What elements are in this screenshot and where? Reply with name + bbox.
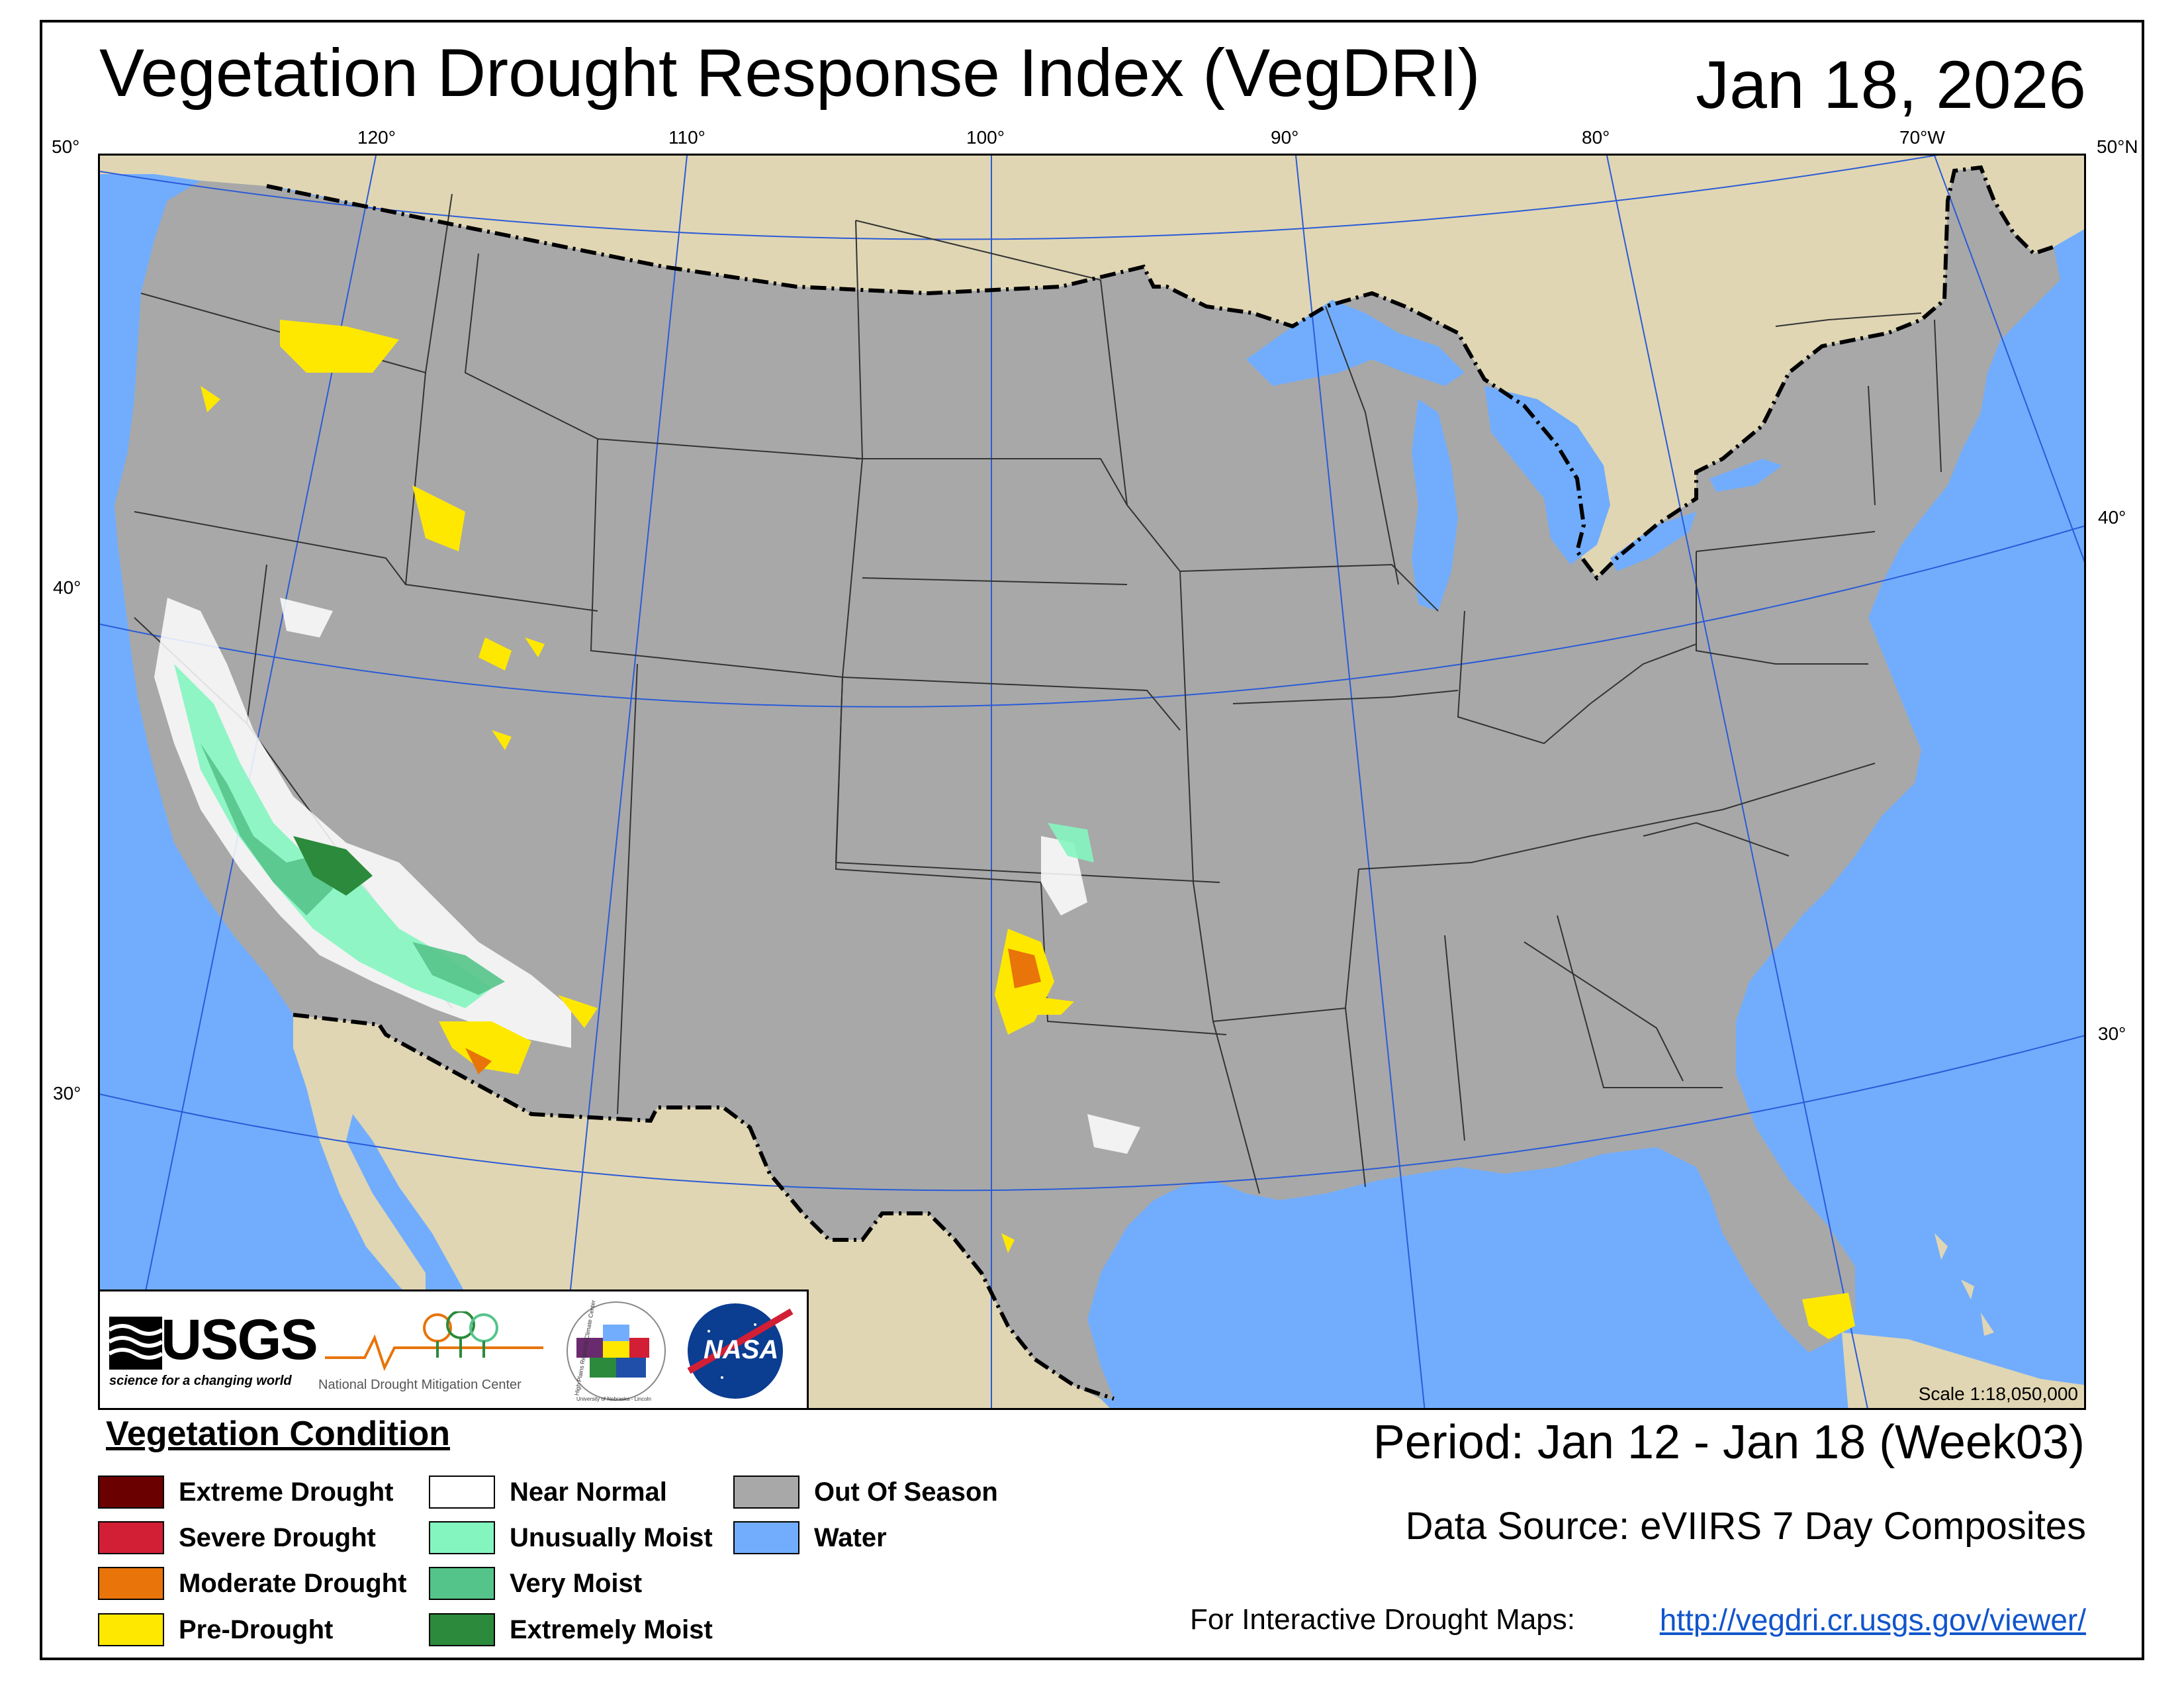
legend-item-water: Water [733,1521,887,1555]
cuba-land [1842,1333,2084,1408]
legend-item-out-of-season: Out Of Season [733,1475,998,1509]
legend-label: Extremely Moist [510,1615,713,1644]
usgs-name: USGS [161,1308,318,1372]
legend-swatch [98,1521,164,1554]
map-scale: Scale 1:18,050,000 [1918,1383,2078,1404]
logo-panel: USGS science for a changing world Nation… [98,1289,809,1410]
graticule-lines [100,156,2084,1408]
legend-swatch [429,1521,495,1554]
legend-item-extreme-drought: Extreme Drought [98,1475,394,1509]
period-text: Period: Jan 12 - Jan 18 (Week03) [1373,1416,2085,1469]
legend-label: Near Normal [510,1477,667,1507]
legend-label: Unusually Moist [510,1523,713,1552]
legend-title: Vegetation Condition [106,1415,450,1453]
lat-label-right-30: 30° [2098,1023,2126,1044]
legend-label: Water [814,1523,887,1552]
legend-label: Very Moist [510,1568,643,1598]
interactive-maps-link[interactable]: http://vegdri.cr.usgs.gov/viewer/ [1659,1603,2086,1637]
bahamas-land [1934,1233,1994,1336]
hprcc-map-icon [567,1301,666,1401]
legend-swatch [429,1613,495,1646]
lake-erie [1610,512,1696,571]
legend-swatch [98,1476,164,1509]
ndmc-tree-icon [325,1311,543,1371]
map-frame [40,20,2144,1660]
lat-label-top-left: 50° [52,136,80,157]
lake-ontario [1709,459,1782,492]
lon-label-120: 120° [357,127,396,148]
usgs-tagline: science for a changing world [109,1374,292,1388]
legend-swatch [429,1567,495,1600]
ndmc-logo[interactable]: National Drought Mitigation Center [318,1305,557,1404]
lat-label-top-right: 50°N [2097,136,2138,157]
legend-label: Pre-Drought [179,1615,334,1644]
lake-michigan [1412,399,1458,611]
nasa-name: NASA [704,1335,779,1364]
lon-label-90: 90° [1271,127,1299,148]
lat-label-left-30: 30° [53,1083,81,1103]
ndmc-prefix: National [318,1378,371,1392]
legend-label: Out Of Season [814,1477,998,1507]
lon-label-100: 100° [966,127,1005,148]
hprcc-univ: University of Nebraska - Lincoln [576,1396,651,1402]
lat-label-left-40: 40° [53,577,81,598]
ndmc-caption: National Drought Mitigation Center [318,1378,522,1393]
interactive-maps-label: For Interactive Drought Maps: [1189,1603,1575,1636]
legend-swatch [98,1613,164,1646]
legend-item-pre-drought: Pre-Drought [98,1613,333,1647]
lake-huron [1484,386,1610,565]
usgs-wave-icon [109,1317,162,1370]
hprcc-logo[interactable]: High Plains Regional Climate Center Univ… [563,1298,669,1404]
ndmc-name: Drought Mitigation Center [370,1378,522,1392]
lon-label-110: 110° [668,127,705,148]
legend-swatch [733,1476,799,1509]
legend-item-very-moist: Very Moist [429,1566,642,1601]
legend-item-moderate-drought: Moderate Drought [98,1566,406,1601]
legend-item-near-normal: Near Normal [429,1475,667,1509]
usgs-logo[interactable]: USGS science for a changing world [109,1308,318,1397]
condition-patches [154,320,1855,1339]
international-border [266,165,2054,1401]
lake-superior [1246,300,1465,386]
lon-label-80: 80° [1582,127,1610,148]
map-date: Jan 18, 2026 [1696,47,2086,122]
lon-label-70w: 70°W [1899,127,1945,148]
legend-item-unusually-moist: Unusually Moist [429,1521,713,1555]
legend-swatch [98,1567,164,1600]
map-canvas [100,156,2084,1408]
legend-item-extremely-moist: Extremely Moist [429,1613,713,1647]
lat-label-right-40: 40° [2098,507,2126,528]
legend-item-severe-drought: Severe Drought [98,1521,376,1555]
legend-swatch [429,1476,495,1509]
page-title: Vegetation Drought Response Index (VegDR… [99,35,1480,111]
data-source-text: Data Source: eVIIRS 7 Day Composites [1405,1505,2086,1548]
legend-swatch [733,1521,799,1554]
nasa-meatball-icon [687,1303,794,1399]
legend-label: Severe Drought [179,1523,376,1552]
vegdri-map [98,154,2086,1410]
nasa-logo[interactable]: NASA [682,1298,795,1404]
legend-label: Moderate Drought [179,1568,407,1598]
legend-label: Extreme Drought [179,1477,394,1507]
